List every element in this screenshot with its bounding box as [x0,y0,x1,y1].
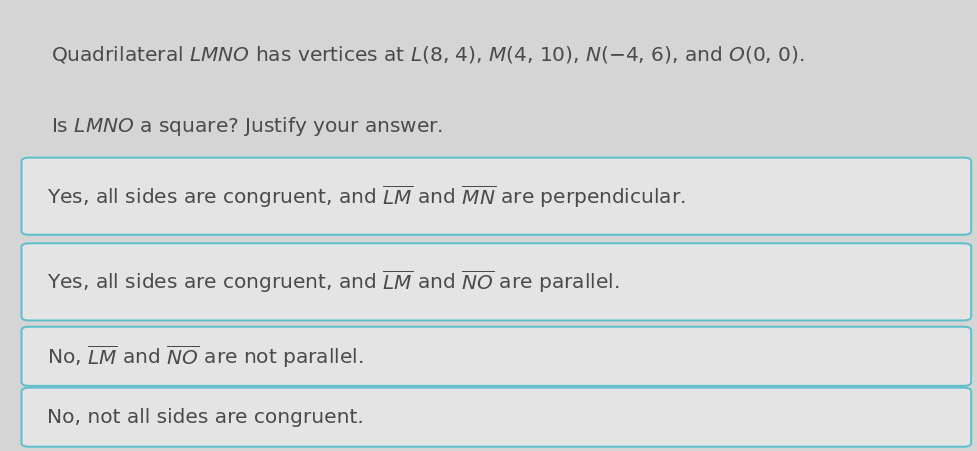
FancyBboxPatch shape [21,244,970,320]
FancyBboxPatch shape [21,327,970,386]
Text: No, not all sides are congruent.: No, not all sides are congruent. [47,408,363,427]
Text: No, $\mathit{\overline{LM}}$ and $\mathit{\overline{NO}}$ are not parallel.: No, $\mathit{\overline{LM}}$ and $\mathi… [47,343,363,370]
Text: Yes, all sides are congruent, and $\mathit{\overline{LM}}$ and $\mathit{\overlin: Yes, all sides are congruent, and $\math… [47,183,685,210]
Text: Is $\mathit{LMNO}$ a square? Justify your answer.: Is $\mathit{LMNO}$ a square? Justify you… [51,115,443,138]
Text: Quadrilateral $\mathit{LMNO}$ has vertices at $\mathit{L}$(8, 4), $\mathit{M}$(4: Quadrilateral $\mathit{LMNO}$ has vertic… [51,44,804,64]
FancyBboxPatch shape [21,158,970,235]
Text: Yes, all sides are congruent, and $\mathit{\overline{LM}}$ and $\mathit{\overlin: Yes, all sides are congruent, and $\math… [47,268,618,295]
FancyBboxPatch shape [21,387,970,446]
